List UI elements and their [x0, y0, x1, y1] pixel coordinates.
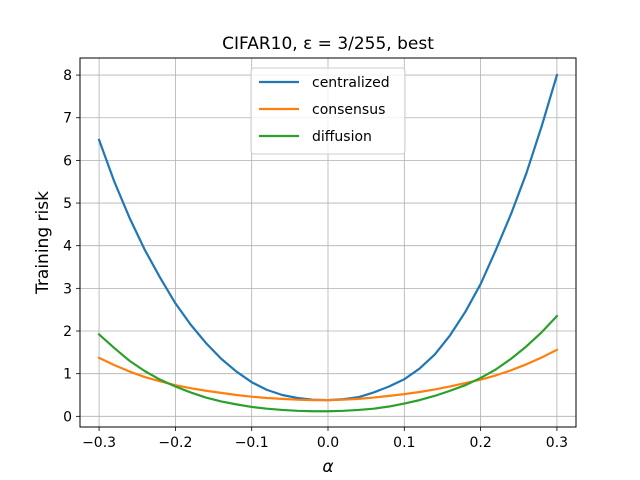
legend-label-diffusion: diffusion	[312, 129, 372, 145]
y-tick-label: 8	[63, 68, 72, 84]
y-tick-label: 3	[63, 281, 72, 297]
x-tick-label: −0.2	[158, 435, 192, 451]
y-tick-label: 5	[63, 196, 72, 212]
y-tick-label: 2	[63, 324, 72, 340]
legend-label-consensus: consensus	[312, 102, 385, 118]
y-tick-label: 1	[63, 367, 72, 383]
x-axis-label: α	[322, 457, 333, 477]
y-tick-label: 7	[63, 111, 72, 127]
x-tick-label: −0.3	[82, 435, 116, 451]
x-tick-label: 0.1	[393, 435, 415, 451]
y-axis-label: Training risk	[33, 191, 53, 295]
series-line-diffusion	[97, 314, 559, 413]
y-tick-label: 6	[63, 153, 72, 169]
legend-label-centralized: centralized	[312, 75, 390, 91]
legend: centralized consensus diffusion	[250, 67, 406, 155]
y-tick-label: 4	[63, 239, 72, 255]
x-tick-label: 0.3	[546, 435, 568, 451]
y-tick-label: 0	[63, 409, 72, 425]
chart-title: CIFAR10, ε = 3/255, best	[222, 34, 434, 54]
legend-box	[250, 67, 406, 155]
x-axis: −0.3 −0.2 −0.1 0.0 0.1 0.2 0.3	[82, 427, 568, 451]
x-tick-label: 0.0	[317, 435, 339, 451]
x-tick-label: 0.2	[469, 435, 491, 451]
y-axis: 0 1 2 3 4 5 6 7 8	[63, 68, 80, 425]
x-tick-label: −0.1	[235, 435, 269, 451]
series-lines	[97, 73, 559, 413]
series-line-consensus	[97, 348, 559, 402]
